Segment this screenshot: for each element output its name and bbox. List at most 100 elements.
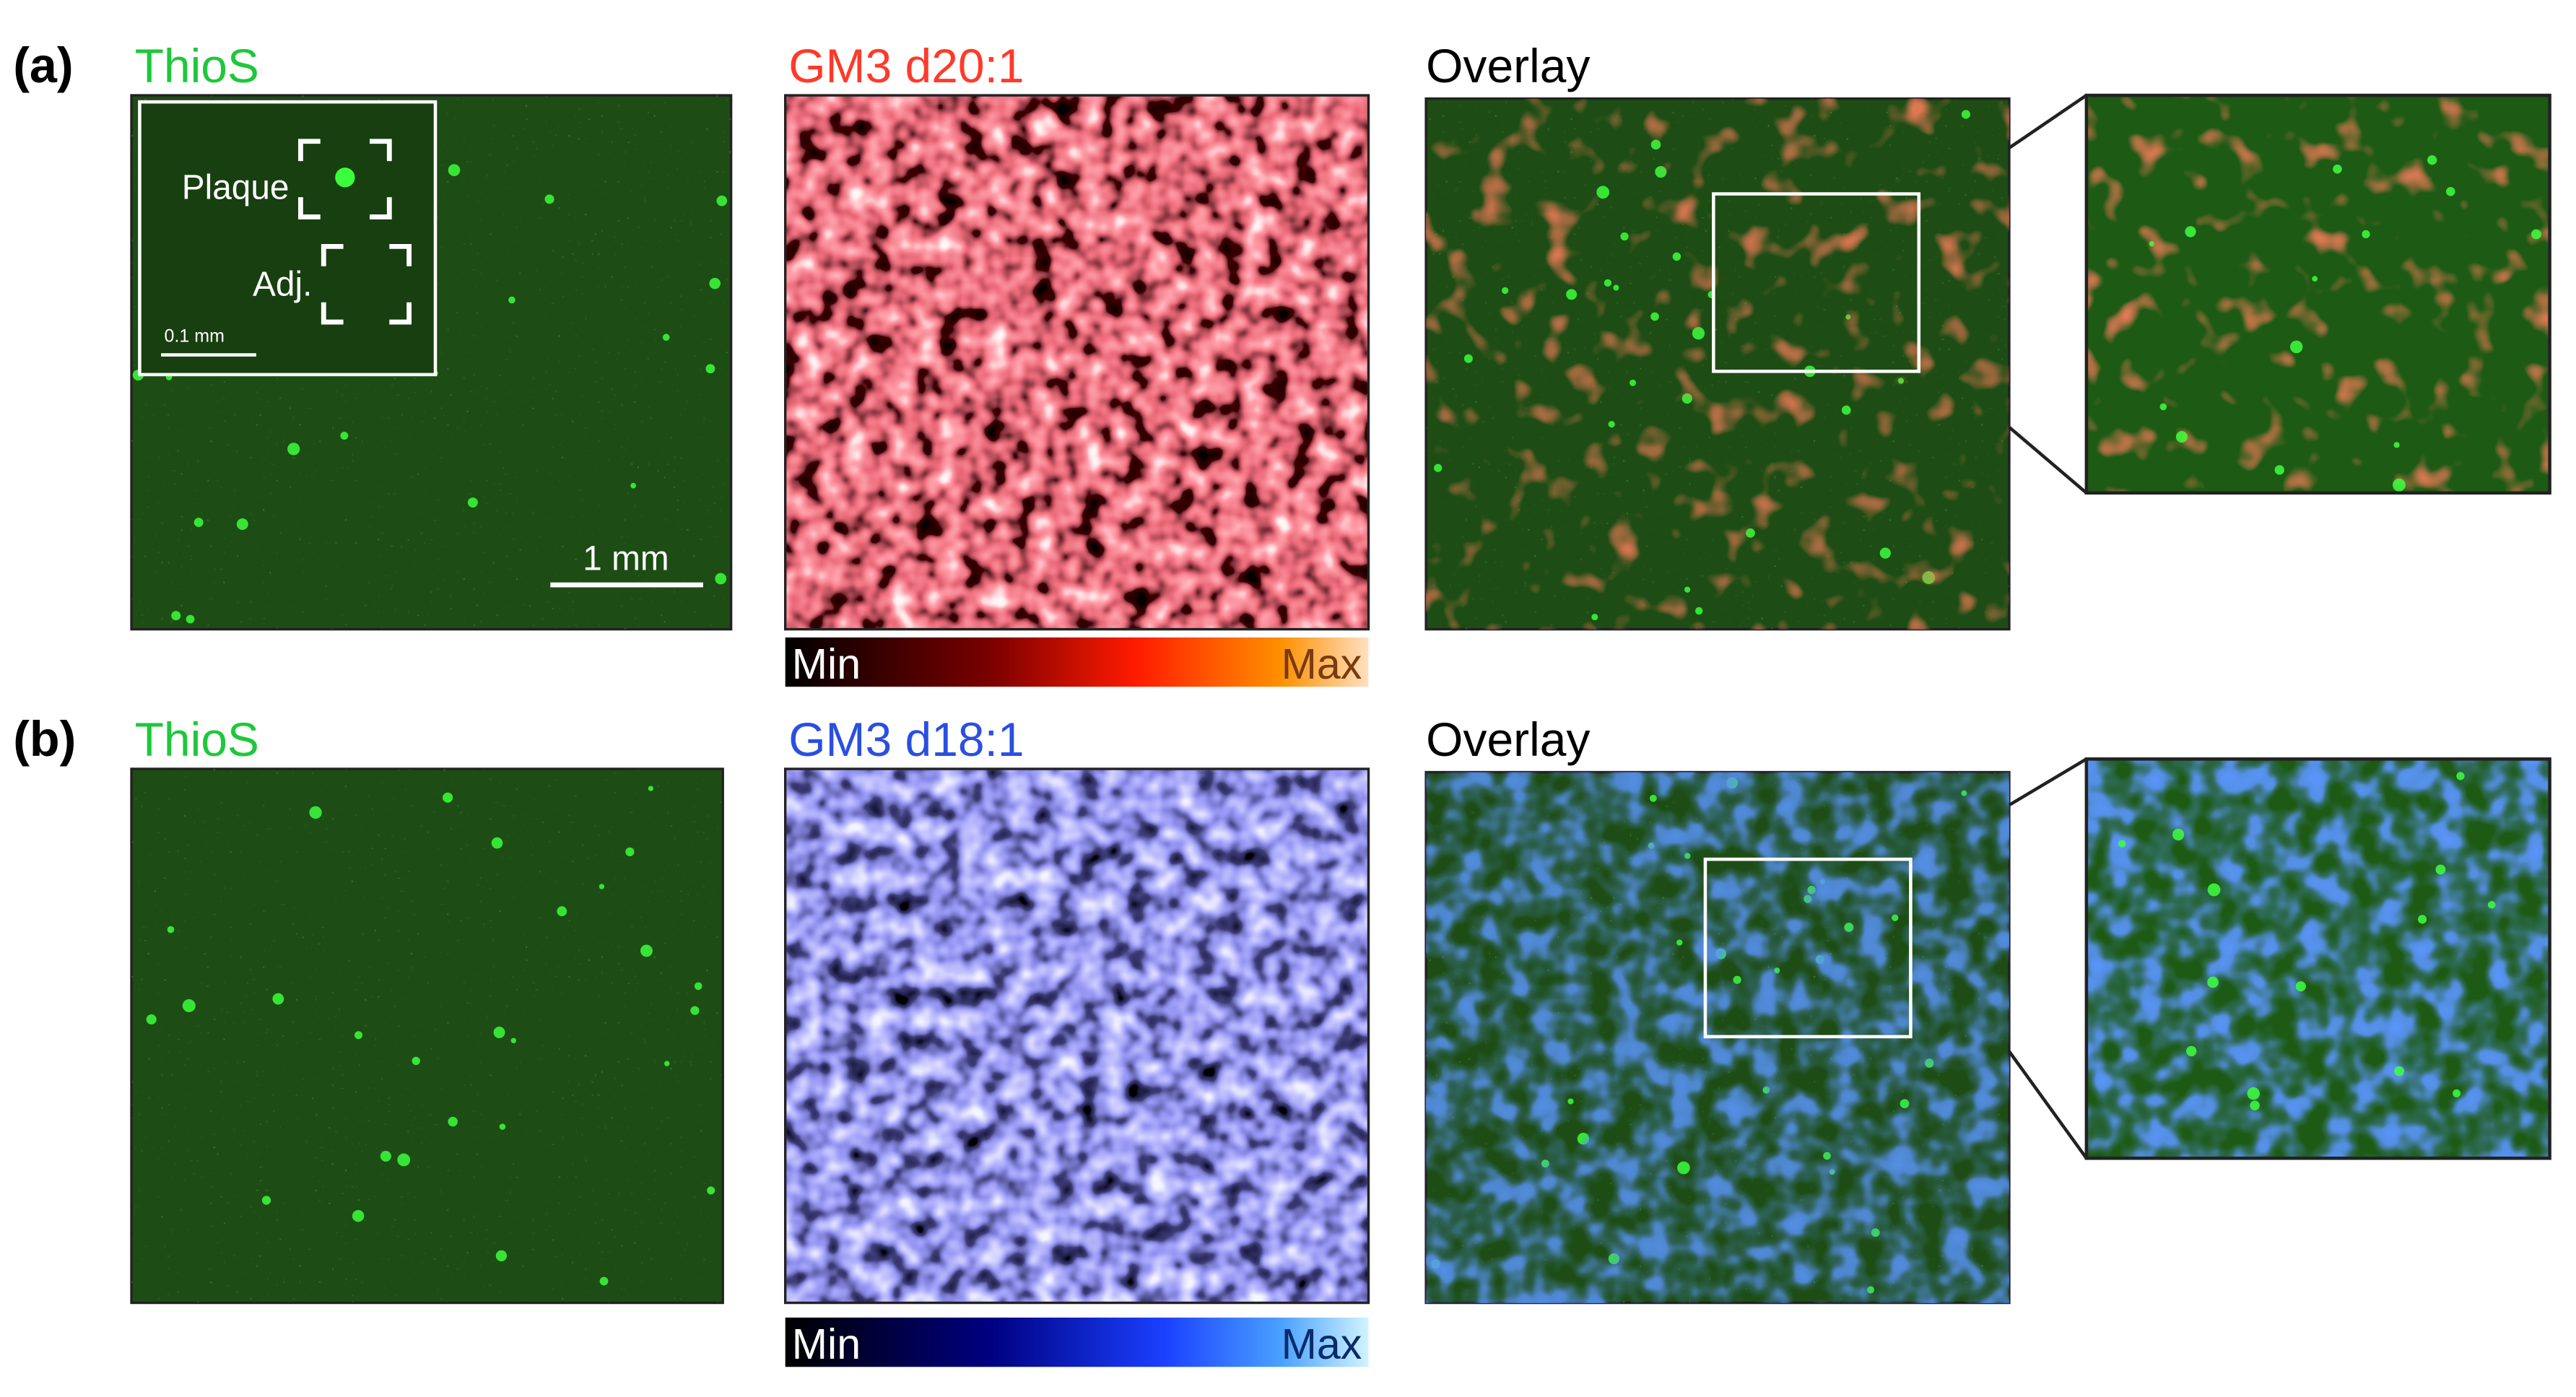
roi-brackets	[298, 139, 392, 219]
thios-speckle	[131, 769, 723, 1303]
speckle	[2362, 230, 2370, 239]
speckle	[2427, 155, 2437, 165]
gm3-title: GM3 d20:1	[788, 39, 1024, 92]
speckle	[715, 573, 727, 585]
speckle	[2149, 241, 2154, 247]
speckle	[510, 1037, 517, 1044]
speckle	[272, 993, 284, 1005]
roi-brackets	[321, 243, 412, 325]
speckle	[2175, 431, 2188, 443]
zoom-frame	[2084, 93, 2551, 495]
speckle	[2531, 229, 2541, 240]
speckle	[2456, 772, 2465, 780]
speckle	[380, 1150, 391, 1162]
gm3-title: GM3 d18:1	[788, 713, 1024, 766]
speckle	[309, 806, 322, 819]
scale-bar-label: 1 mm	[583, 540, 669, 578]
panels: (a) ThioS GM3 d20:1 Overlay Min Max Plaque Adj.…	[13, 38, 2551, 1368]
speckle	[2250, 1100, 2260, 1110]
speckle	[2289, 340, 2303, 354]
speckle	[186, 614, 195, 624]
speckle	[167, 926, 175, 933]
speckle	[599, 884, 605, 889]
thios-title: ThioS	[135, 713, 259, 766]
speckle	[2295, 981, 2306, 992]
speckle	[705, 364, 715, 374]
overlay-gm3	[1426, 98, 2009, 630]
speckle	[2446, 186, 2455, 196]
speckle	[182, 998, 196, 1012]
speckle	[2185, 226, 2196, 238]
speckle	[493, 1027, 505, 1038]
speckle	[640, 944, 653, 957]
heatmap-frame	[783, 94, 1370, 631]
inset-scale-label: 0.1 mm	[165, 326, 225, 346]
speckle	[2312, 276, 2318, 282]
speckle	[261, 1196, 271, 1205]
speckle	[2417, 915, 2427, 924]
overlay-title: Overlay	[1426, 713, 1590, 766]
zoom-frame	[2084, 757, 2551, 1160]
speckle	[2207, 976, 2219, 988]
speckle	[709, 277, 721, 290]
speckle	[707, 1186, 715, 1195]
speckle	[557, 906, 567, 917]
inset-adj: Adj.	[253, 266, 312, 304]
colorbar-min: Min	[792, 1320, 861, 1368]
zoom-connector	[2008, 94, 2088, 149]
speckle	[352, 1210, 365, 1222]
speckle	[412, 1056, 420, 1066]
speckle	[2333, 164, 2342, 174]
zoom-box	[1712, 192, 1921, 373]
inset	[138, 100, 438, 377]
speckle	[2453, 1089, 2461, 1097]
speckle	[544, 194, 554, 204]
speckle	[287, 443, 300, 456]
speckle	[2435, 864, 2446, 875]
plaque-dot	[335, 167, 355, 188]
speckle	[171, 611, 181, 621]
colorbar-max: Max	[1282, 640, 1362, 688]
gm3-heatmap	[785, 95, 1369, 630]
speckle	[443, 792, 453, 803]
speckle	[662, 334, 670, 341]
speckle	[625, 847, 635, 856]
thios-title: ThioS	[135, 39, 259, 92]
speckle	[2393, 478, 2406, 492]
gm3-heatmap	[785, 769, 1369, 1303]
speckle	[354, 1031, 363, 1040]
zoom-gm3	[2086, 95, 2550, 493]
speckle	[630, 482, 636, 489]
zoom-box	[1703, 857, 1913, 1039]
colorbar	[785, 637, 1369, 687]
heatmap-frame	[783, 767, 1370, 1305]
panel-label: (b)	[13, 712, 76, 767]
speckle	[648, 785, 654, 791]
speckle	[2172, 828, 2185, 841]
inset-plaque: Plaque	[182, 168, 290, 206]
speckle	[2247, 1087, 2260, 1100]
speckle	[2393, 442, 2400, 448]
speckle	[2186, 1045, 2197, 1057]
speckle	[499, 1123, 506, 1130]
speckle	[495, 1250, 508, 1262]
speckle	[340, 432, 349, 440]
speckle	[2487, 900, 2496, 909]
speckle	[2159, 403, 2167, 411]
speckle	[2394, 1066, 2405, 1076]
colorbar-min: Min	[792, 640, 861, 688]
overlay-title: Overlay	[1426, 39, 1590, 92]
colorbar	[785, 1318, 1369, 1367]
speckle	[236, 518, 248, 530]
speckle	[690, 1006, 700, 1015]
speckle	[664, 1061, 670, 1066]
speckle	[193, 518, 204, 527]
speckle	[2118, 840, 2126, 848]
speckle	[599, 1276, 609, 1286]
panel-label: (a)	[13, 38, 73, 93]
colorbar-max: Max	[1282, 1320, 1362, 1368]
speckle	[448, 1116, 458, 1127]
zoom-connector	[2008, 757, 2088, 807]
speckle	[146, 1014, 157, 1025]
